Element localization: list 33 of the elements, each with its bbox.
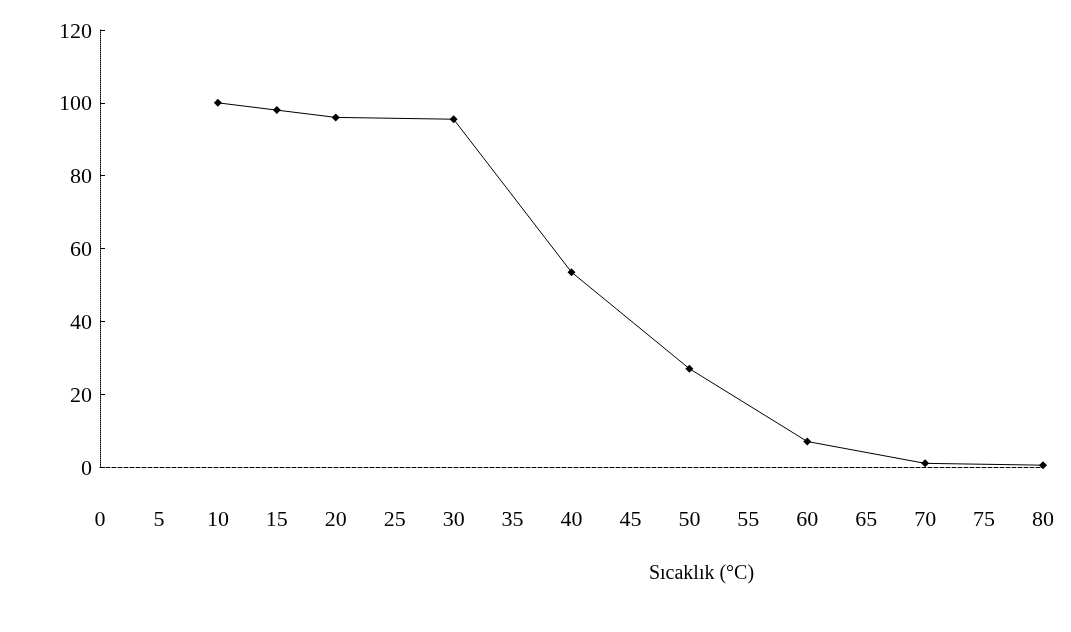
y-tick-label: 40 [70, 308, 92, 334]
x-tick-label: 30 [442, 505, 465, 531]
y-tick-label: 80 [70, 163, 92, 189]
y-tick-label: 120 [59, 17, 92, 43]
x-axis-title: Sıcaklık (°C) [648, 561, 755, 584]
point [213, 98, 222, 107]
point [685, 364, 694, 373]
x-tick-label: 10 [206, 505, 229, 531]
x-tick-label: 55 [737, 505, 760, 531]
y-tick-label: 100 [59, 90, 92, 116]
x-tick-label: 45 [619, 505, 642, 531]
x-tick-label: 70 [914, 505, 937, 531]
x-tick-label: 60 [796, 505, 819, 531]
point [567, 268, 576, 277]
point [331, 113, 340, 122]
x-tick-label: 5 [153, 505, 165, 531]
x-tick-label: 35 [501, 505, 524, 531]
point [272, 106, 281, 115]
x-tick-label: 25 [383, 505, 406, 531]
x-tick-label: 75 [973, 505, 996, 531]
point [921, 459, 930, 468]
x-tick-label: 20 [324, 505, 347, 531]
point [449, 115, 458, 124]
y-tick-label: 20 [70, 381, 92, 407]
y-tick-label: 60 [70, 236, 92, 261]
x-tick-label: 65 [855, 505, 878, 531]
y-tick-label: 0 [81, 454, 92, 480]
x-tick-label: 50 [678, 505, 701, 531]
point [1039, 461, 1047, 470]
x-tick-label: 80 [1032, 505, 1054, 531]
x-tick-label: 15 [265, 505, 288, 531]
point [803, 437, 812, 446]
x-tick-label: 40 [560, 505, 583, 531]
